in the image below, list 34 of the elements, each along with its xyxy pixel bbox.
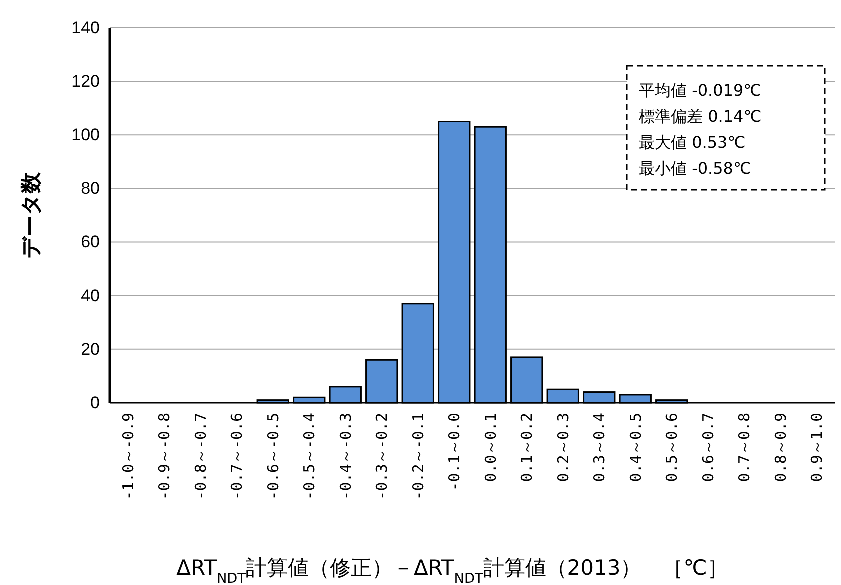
y-tick-label: 60 [81, 232, 100, 252]
x-tick-label: 0.4～0.5 [626, 413, 645, 482]
x-tick-label: 0.2～0.3 [554, 413, 572, 482]
y-tick-label: 80 [81, 179, 100, 198]
x-tick-label: -0.9～-0.8 [156, 413, 174, 500]
annotation: 平均値 -0.019℃ [639, 81, 762, 100]
x-axis-title: ΔRT$_{NDT}$計算値（修正）－ΔRT$_{NDT}$計算値（2013） ［℃］ [176, 556, 728, 585]
x-tick-label: -0.3～-0.2 [373, 413, 392, 500]
x-tick-label: -0.5～-0.4 [300, 413, 319, 500]
y-tick-label: 40 [81, 286, 100, 306]
x-tick-label: 0.6～0.7 [699, 413, 718, 482]
y-axis-title: データ数 [19, 172, 43, 258]
x-tick-label: 0.1～0.2 [518, 413, 536, 482]
x-tick-label: -0.6～-0.5 [264, 413, 282, 500]
y-tick-label: 0 [90, 393, 100, 412]
x-tick-label: -1.0～-0.9 [119, 413, 138, 500]
annotation: 最大値 0.53℃ [639, 133, 746, 152]
y-tick-label: 120 [72, 72, 100, 92]
x-tick-label: 0.5～0.6 [663, 413, 682, 482]
x-tick-label: 0.7～0.8 [736, 413, 754, 482]
x-tick-label: -0.8～-0.7 [192, 413, 210, 500]
x-tick-label: -0.2～-0.1 [409, 413, 428, 500]
x-tick-label: -0.7～-0.6 [228, 413, 246, 500]
annotation: 標準偏差 0.14℃ [639, 107, 762, 126]
x-tick-label: 0.8～0.9 [772, 413, 790, 482]
x-tick-label: 0.0～0.1 [482, 413, 500, 482]
y-tick-label: 100 [72, 126, 100, 145]
x-tick-label: -0.4～-0.3 [336, 413, 355, 500]
x-tick-label: -0.1～0.0 [446, 413, 464, 492]
x-tick-label: 0.9～1.0 [808, 413, 826, 482]
x-tick-label: 0.3～0.4 [590, 413, 609, 482]
annotation: 最小値 -0.58℃ [639, 159, 752, 178]
y-tick-label: 140 [72, 18, 100, 38]
y-tick-label: 20 [81, 340, 100, 359]
